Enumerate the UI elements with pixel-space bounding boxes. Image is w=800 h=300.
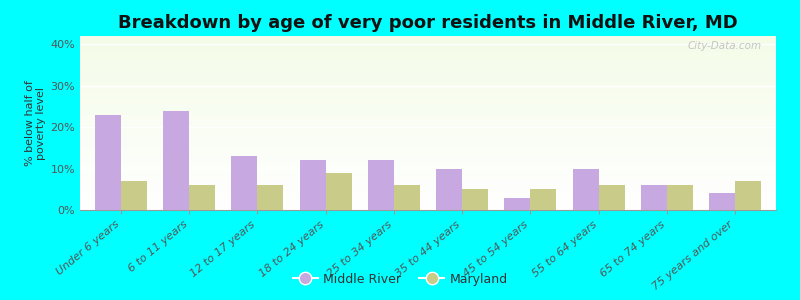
Bar [667, 185, 693, 210]
Title: Breakdown by age of very poor residents in Middle River, MD: Breakdown by age of very poor residents … [118, 14, 738, 32]
Y-axis label: % below half of
poverty level: % below half of poverty level [25, 80, 46, 166]
Bar [189, 185, 215, 210]
Legend: Middle River, Maryland: Middle River, Maryland [287, 268, 513, 291]
Bar [258, 185, 283, 210]
Bar [709, 194, 735, 210]
Bar [462, 189, 488, 210]
Bar [735, 181, 761, 210]
Bar [436, 169, 462, 210]
Bar [573, 169, 598, 210]
Bar [300, 160, 326, 210]
Bar [530, 189, 556, 210]
Bar [368, 160, 394, 210]
Bar [394, 185, 420, 210]
Bar [326, 173, 351, 210]
Bar [231, 156, 258, 210]
Text: City-Data.com: City-Data.com [688, 41, 762, 51]
Bar [163, 111, 189, 210]
Bar [121, 181, 147, 210]
Bar [95, 115, 121, 210]
Bar [641, 185, 667, 210]
Bar [505, 198, 530, 210]
Bar [598, 185, 625, 210]
